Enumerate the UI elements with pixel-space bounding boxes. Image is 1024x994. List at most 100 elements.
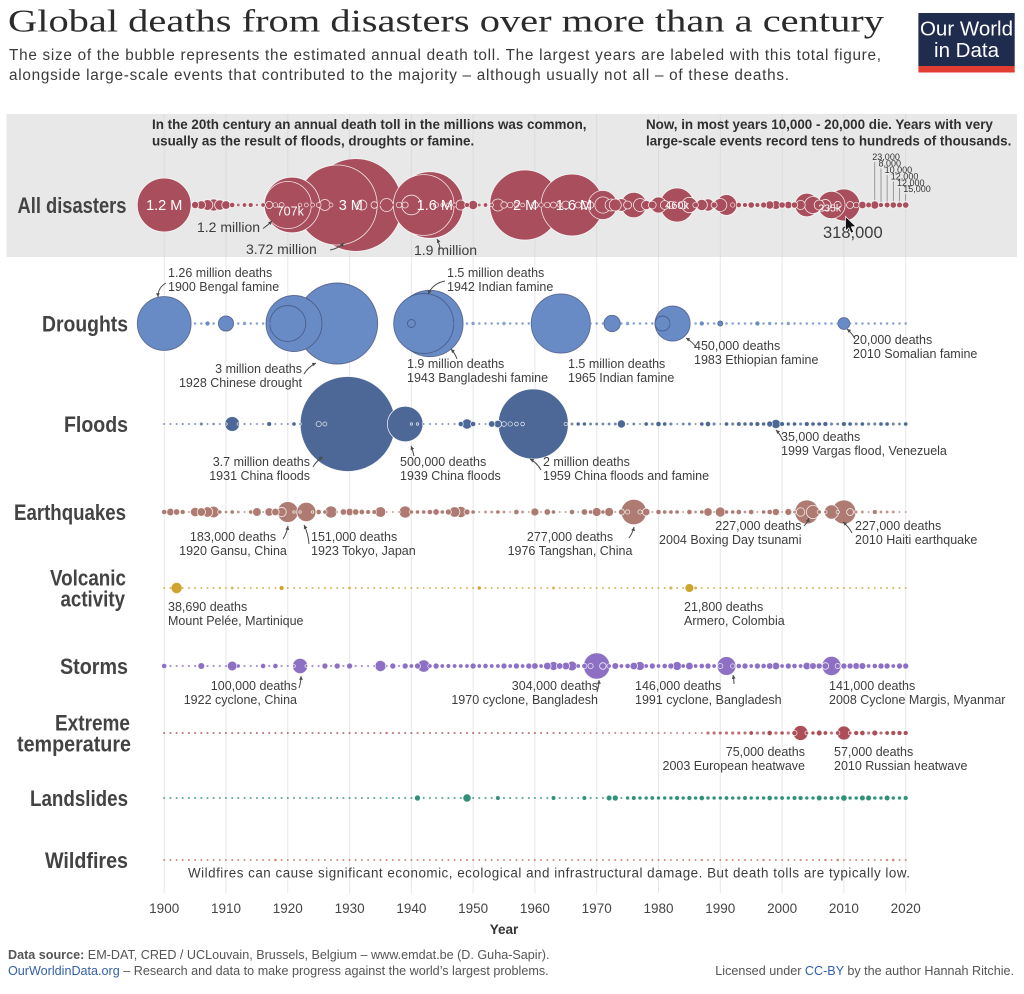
svg-text:38,690 deaths: 38,690 deaths: [168, 600, 247, 614]
svg-text:1923 Tokyo, Japan: 1923 Tokyo, Japan: [311, 544, 416, 558]
svg-text:2020: 2020: [891, 901, 921, 916]
svg-text:The size of the bubble represe: The size of the bubble represents the es…: [9, 47, 881, 64]
svg-text:1.5 million deaths: 1.5 million deaths: [447, 266, 544, 280]
svg-text:1930: 1930: [335, 901, 365, 916]
svg-text:1976 Tangshan, China: 1976 Tangshan, China: [508, 544, 633, 558]
svg-text:500,000 deaths: 500,000 deaths: [400, 455, 486, 469]
svg-text:21,800 deaths: 21,800 deaths: [684, 600, 763, 614]
svg-text:3 million deaths: 3 million deaths: [215, 362, 302, 376]
svg-text:in Data: in Data: [934, 39, 1000, 62]
svg-text:35,000 deaths: 35,000 deaths: [781, 430, 860, 444]
svg-text:Earthquakes: Earthquakes: [14, 500, 126, 525]
svg-text:183,000 deaths: 183,000 deaths: [190, 530, 276, 544]
svg-text:1900: 1900: [149, 901, 179, 916]
svg-text:1960: 1960: [520, 901, 550, 916]
svg-text:3.72 million: 3.72 million: [246, 241, 317, 257]
svg-text:3.7 million deaths: 3.7 million deaths: [213, 455, 310, 469]
svg-text:Mount Pelée, Martinique: Mount Pelée, Martinique: [168, 614, 304, 628]
svg-text:1931 China floods: 1931 China floods: [209, 469, 310, 483]
svg-text:10,000: 10,000: [885, 165, 913, 175]
svg-text:1.26 million deaths: 1.26 million deaths: [168, 266, 272, 280]
svg-text:1900 Bengal famine: 1900 Bengal famine: [168, 280, 279, 294]
svg-text:Year: Year: [490, 922, 519, 937]
svg-text:450,000 deaths: 450,000 deaths: [694, 339, 780, 353]
svg-text:2 M: 2 M: [513, 198, 537, 214]
svg-text:Our World: Our World: [920, 17, 1013, 40]
svg-text:1910: 1910: [211, 901, 241, 916]
svg-text:277,000 deaths: 277,000 deaths: [527, 530, 613, 544]
svg-text:2000: 2000: [767, 901, 797, 916]
svg-text:Droughts: Droughts: [42, 311, 128, 336]
svg-text:141,000 deaths: 141,000 deaths: [829, 679, 915, 693]
svg-text:227,000 deaths: 227,000 deaths: [715, 519, 801, 533]
svg-text:151,000 deaths: 151,000 deaths: [311, 530, 397, 544]
svg-text:318,000: 318,000: [823, 224, 883, 242]
svg-text:1920: 1920: [273, 901, 303, 916]
svg-text:1970: 1970: [582, 901, 612, 916]
svg-text:Landslides: Landslides: [30, 786, 128, 811]
svg-text:Global deaths from disasters o: Global deaths from disasters over more t…: [8, 3, 884, 39]
svg-text:23,000: 23,000: [872, 152, 900, 162]
svg-text:2010: 2010: [829, 901, 859, 916]
svg-text:Floods: Floods: [64, 412, 128, 437]
svg-text:2003 European heatwave: 2003 European heatwave: [663, 759, 806, 773]
svg-text:activity: activity: [61, 586, 126, 611]
svg-text:Data source: EM-DAT, CRED / UC: Data source: EM-DAT, CRED / UCLouvain, B…: [8, 948, 549, 962]
svg-text:100,000 deaths: 100,000 deaths: [211, 679, 297, 693]
svg-text:1928 Chinese drought: 1928 Chinese drought: [179, 376, 303, 390]
svg-text:Now, in most years 10,000 - 20: Now, in most years 10,000 - 20,000 die. …: [646, 117, 993, 132]
svg-text:1999 Vargas flood, Venezuela: 1999 Vargas flood, Venezuela: [781, 444, 947, 458]
svg-text:1.2 million: 1.2 million: [197, 219, 260, 235]
svg-text:1920 Gansu, China: 1920 Gansu, China: [179, 544, 287, 558]
svg-text:1950: 1950: [458, 901, 488, 916]
svg-text:12,000: 12,000: [897, 178, 925, 188]
svg-text:1939 China floods: 1939 China floods: [400, 469, 501, 483]
svg-text:15,000: 15,000: [903, 184, 931, 194]
svg-text:235k: 235k: [818, 203, 842, 215]
svg-text:In the 20th century an annual: In the 20th century an annual death toll…: [152, 117, 587, 132]
svg-text:2004 Boxing Day tsunami: 2004 Boxing Day tsunami: [659, 533, 801, 547]
svg-text:1940: 1940: [396, 901, 426, 916]
svg-text:460k: 460k: [665, 200, 689, 212]
svg-text:1922 cyclone, China: 1922 cyclone, China: [184, 693, 297, 707]
svg-text:2010 Somalian famine: 2010 Somalian famine: [853, 347, 977, 361]
svg-text:75,000 deaths: 75,000 deaths: [726, 745, 805, 759]
svg-text:3 M: 3 M: [339, 198, 363, 214]
svg-text:1980: 1980: [643, 901, 673, 916]
svg-text:1.9 million deaths: 1.9 million deaths: [407, 357, 504, 371]
svg-text:1.6 M: 1.6 M: [556, 198, 592, 214]
svg-text:1.5 million deaths: 1.5 million deaths: [568, 357, 665, 371]
svg-text:57,000 deaths: 57,000 deaths: [834, 745, 913, 759]
svg-text:146,000 deaths: 146,000 deaths: [635, 679, 721, 693]
svg-text:1990: 1990: [705, 901, 735, 916]
svg-text:1983 Ethiopian famine: 1983 Ethiopian famine: [694, 353, 818, 367]
svg-text:Wildfires: Wildfires: [45, 848, 128, 873]
svg-text:large-scale events record tens: large-scale events record tens to hundre…: [646, 134, 1011, 149]
svg-text:Armero, Colombia: Armero, Colombia: [684, 614, 785, 628]
svg-text:Extreme: Extreme: [55, 710, 130, 735]
svg-text:usually as the result of flood: usually as the result of floods, drought…: [152, 134, 474, 149]
svg-text:2 million deaths: 2 million deaths: [543, 455, 630, 469]
svg-text:Licensed under CC-BY by the au: Licensed under CC-BY by the author Hanna…: [715, 964, 1014, 978]
svg-text:temperature: temperature: [17, 731, 131, 756]
svg-text:1991 cyclone, Bangladesh: 1991 cyclone, Bangladesh: [635, 693, 782, 707]
svg-text:12,000: 12,000: [891, 172, 919, 182]
svg-text:1.6 M: 1.6 M: [417, 198, 453, 214]
svg-text:1943 Bangladeshi famine: 1943 Bangladeshi famine: [407, 371, 548, 385]
svg-text:1.9 million: 1.9 million: [414, 242, 477, 258]
svg-text:1970 cyclone, Bangladesh: 1970 cyclone, Bangladesh: [451, 693, 598, 707]
svg-text:2010 Haiti earthquake: 2010 Haiti earthquake: [855, 533, 977, 547]
svg-text:Storms: Storms: [60, 654, 128, 679]
svg-text:707k: 707k: [277, 204, 305, 218]
svg-text:All disasters: All disasters: [18, 193, 127, 218]
svg-text:1.2 M: 1.2 M: [146, 198, 182, 214]
svg-text:Wildfires can cause significan: Wildfires can cause significant economic…: [188, 866, 910, 881]
svg-text:1959 China floods and famine: 1959 China floods and famine: [543, 469, 709, 483]
svg-text:20,000 deaths: 20,000 deaths: [853, 333, 932, 347]
svg-text:2008 Cyclone Margis, Myanmar: 2008 Cyclone Margis, Myanmar: [829, 693, 1005, 707]
svg-text:1965 Indian famine: 1965 Indian famine: [568, 371, 674, 385]
svg-text:2010 Russian heatwave: 2010 Russian heatwave: [834, 759, 967, 773]
svg-text:1942 Indian famine: 1942 Indian famine: [447, 280, 553, 294]
svg-text:8,000: 8,000: [879, 159, 902, 169]
svg-text:Volcanic: Volcanic: [50, 565, 126, 590]
